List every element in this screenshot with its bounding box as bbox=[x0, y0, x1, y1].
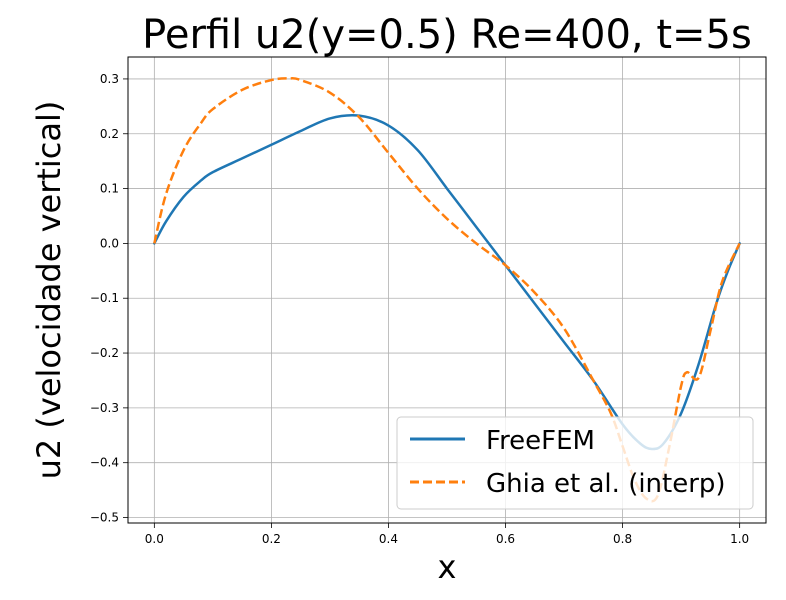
legend: FreeFEM Ghia et al. (interp) bbox=[396, 416, 754, 510]
x-tick-label: 0.2 bbox=[262, 532, 281, 546]
x-axis-label: x bbox=[438, 548, 457, 586]
legend-label-freefem: FreeFEM bbox=[486, 426, 595, 456]
y-axis-label: u2 (velocidade vertical) bbox=[30, 101, 68, 480]
ticks: 0.0 0.2 0.4 0.6 0.8 1.0 −0.5 −0.4 −0.3 −0.2 −0.1 0.… bbox=[90, 72, 749, 546]
y-tick-label: 0.2 bbox=[100, 127, 119, 141]
y-tick-label: −0.5 bbox=[90, 511, 119, 525]
y-tick-label: 0.3 bbox=[100, 72, 119, 86]
x-tick-label: 0.6 bbox=[496, 532, 515, 546]
y-tick-label: −0.3 bbox=[90, 401, 119, 415]
series-line-ghia bbox=[153, 77, 741, 503]
y-tick-label: 0.0 bbox=[100, 236, 119, 250]
x-tick-label: 1.0 bbox=[730, 532, 749, 546]
legend-label-ghia: Ghia et al. (interp) bbox=[486, 469, 726, 499]
y-tick-label: −0.4 bbox=[90, 456, 119, 470]
legend-box bbox=[396, 416, 754, 510]
x-tick-label: 0.4 bbox=[379, 532, 398, 546]
y-tick-label: −0.2 bbox=[90, 346, 119, 360]
chart-title: Perfil u2(y=0.5) Re=400, t=5s bbox=[142, 12, 752, 58]
y-tick-label: 0.1 bbox=[100, 182, 119, 196]
y-tick-label: −0.1 bbox=[90, 291, 119, 305]
x-tick-label: 0.0 bbox=[145, 532, 164, 546]
plot-frame bbox=[127, 56, 767, 524]
x-tick-label: 0.8 bbox=[613, 532, 632, 546]
